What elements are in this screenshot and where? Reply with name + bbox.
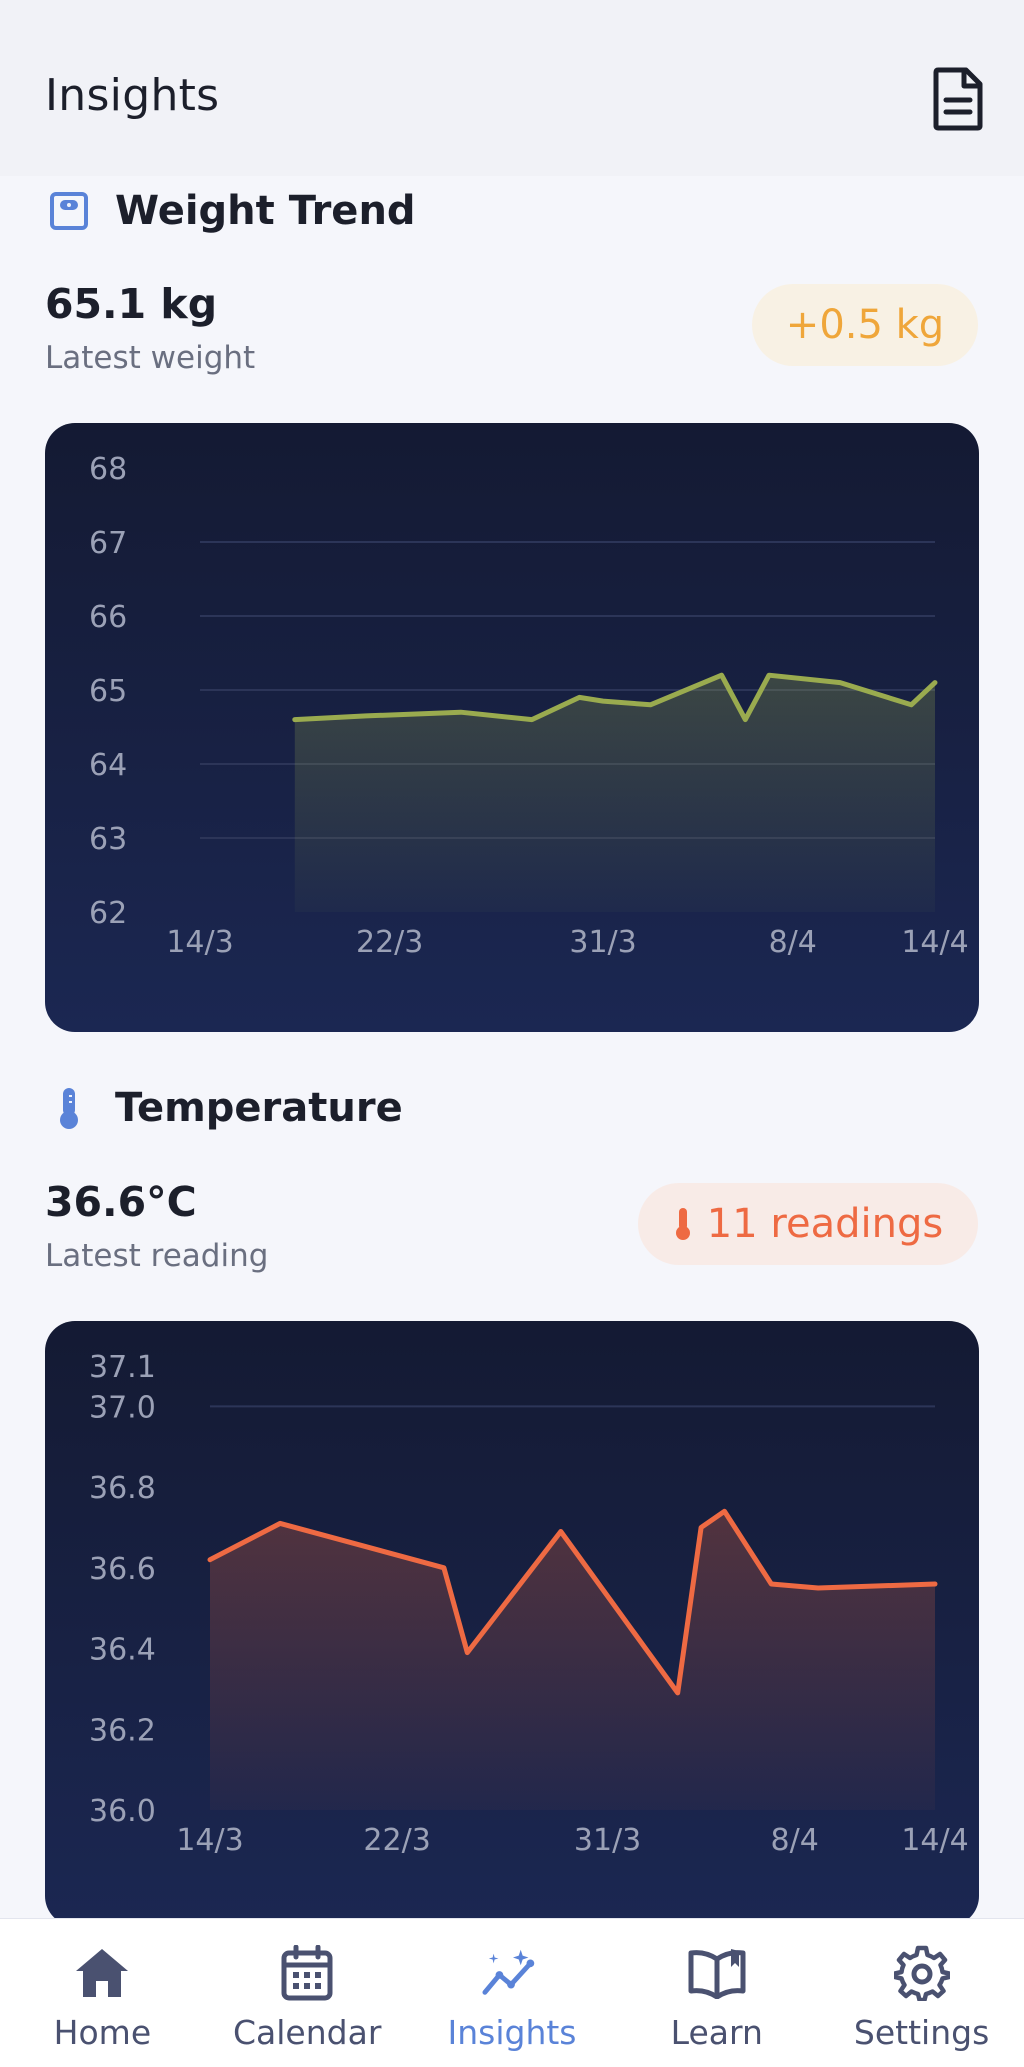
y-tick-label: 36.4: [89, 1633, 156, 1668]
gear-icon: [892, 1943, 952, 2003]
y-tick-label: 68: [89, 452, 127, 487]
nav-settings-label: Settings: [853, 2013, 990, 2052]
latest-weight-value: 65.1 kg: [45, 280, 218, 328]
y-tick-label: 37.1: [89, 1350, 156, 1385]
latest-temperature-label: Latest reading: [45, 1238, 269, 1274]
nav-settings[interactable]: Settings: [819, 1919, 1024, 2067]
weight-change-text: +0.5 kg: [785, 302, 945, 348]
temperature-readings-badge: 11 readings: [638, 1183, 978, 1265]
x-tick-label: 22/3: [356, 925, 423, 960]
nav-calendar-label: Calendar: [233, 2013, 382, 2052]
y-tick-label: 36.0: [89, 1794, 156, 1829]
weight-chart-svg: 68 67 66 65 64 63 62 14/3 22/3 31/3 8/4 14/4: [89, 452, 969, 960]
x-tick-label: 8/4: [771, 1823, 819, 1858]
nav-calendar[interactable]: Calendar: [205, 1919, 410, 2067]
nav-home[interactable]: Home: [0, 1919, 205, 2067]
x-tick-label: 14/3: [166, 925, 233, 960]
x-tick-label: 31/3: [569, 925, 636, 960]
y-tick-label: 36.8: [89, 1471, 156, 1506]
y-tick-label: 37.0: [89, 1390, 156, 1425]
x-tick-label: 22/3: [363, 1823, 430, 1858]
x-tick-label: 31/3: [574, 1823, 641, 1858]
y-tick-label: 36.6: [89, 1552, 156, 1587]
thermometer-icon: [673, 1207, 693, 1241]
thermometer-icon: [45, 1084, 93, 1132]
y-tick-label: 36.2: [89, 1713, 156, 1748]
y-tick-label: 67: [89, 526, 127, 561]
x-tick-label: 14/3: [176, 1823, 243, 1858]
nav-insights[interactable]: Insights: [410, 1919, 615, 2067]
weight-section-header: Weight Trend: [45, 183, 416, 239]
nav-learn-label: Learn: [670, 2013, 763, 2052]
insights-icon: [482, 1943, 542, 2003]
temperature-chart[interactable]: 37.1 37.0 36.8 36.6 36.4 36.2 36.0 14/3 22/3 31/3…: [45, 1321, 979, 1926]
home-icon: [72, 1943, 132, 2003]
calendar-icon: [277, 1943, 337, 2003]
temperature-chart-svg: 37.1 37.0 36.8 36.6 36.4 36.2 36.0 14/3 22/3 31/3…: [89, 1350, 969, 1858]
weight-change-badge: +0.5 kg: [752, 284, 978, 366]
x-tick-label: 14/4: [901, 1823, 968, 1858]
y-tick-label: 62: [89, 896, 127, 931]
temperature-readings-text: 11 readings: [706, 1201, 944, 1247]
page-title: Insights: [45, 70, 220, 121]
scale-icon: [45, 187, 93, 235]
app-header: Insights: [0, 0, 1024, 176]
nav-home-label: Home: [53, 2013, 152, 2052]
nav-learn[interactable]: Learn: [614, 1919, 819, 2067]
y-tick-label: 63: [89, 822, 127, 857]
y-tick-label: 64: [89, 748, 127, 783]
weight-section-title: Weight Trend: [115, 188, 416, 234]
x-tick-label: 14/4: [901, 925, 968, 960]
temperature-section-header: Temperature: [45, 1080, 403, 1136]
latest-weight-label: Latest weight: [45, 340, 256, 376]
bottom-navigation: Home Calendar: [0, 1918, 1024, 2067]
series-area: [210, 1511, 935, 1810]
temperature-section-title: Temperature: [115, 1085, 403, 1131]
latest-temperature-value: 36.6°C: [45, 1178, 197, 1226]
y-tick-label: 65: [89, 674, 127, 709]
document-icon[interactable]: [928, 66, 988, 132]
y-tick-label: 66: [89, 600, 127, 635]
nav-insights-label: Insights: [447, 2013, 577, 2052]
weight-chart[interactable]: 68 67 66 65 64 63 62 14/3 22/3 31/3 8/4 14/4: [45, 423, 979, 1032]
x-tick-label: 8/4: [769, 925, 817, 960]
book-icon: [687, 1943, 747, 2003]
series-area: [294, 675, 935, 912]
